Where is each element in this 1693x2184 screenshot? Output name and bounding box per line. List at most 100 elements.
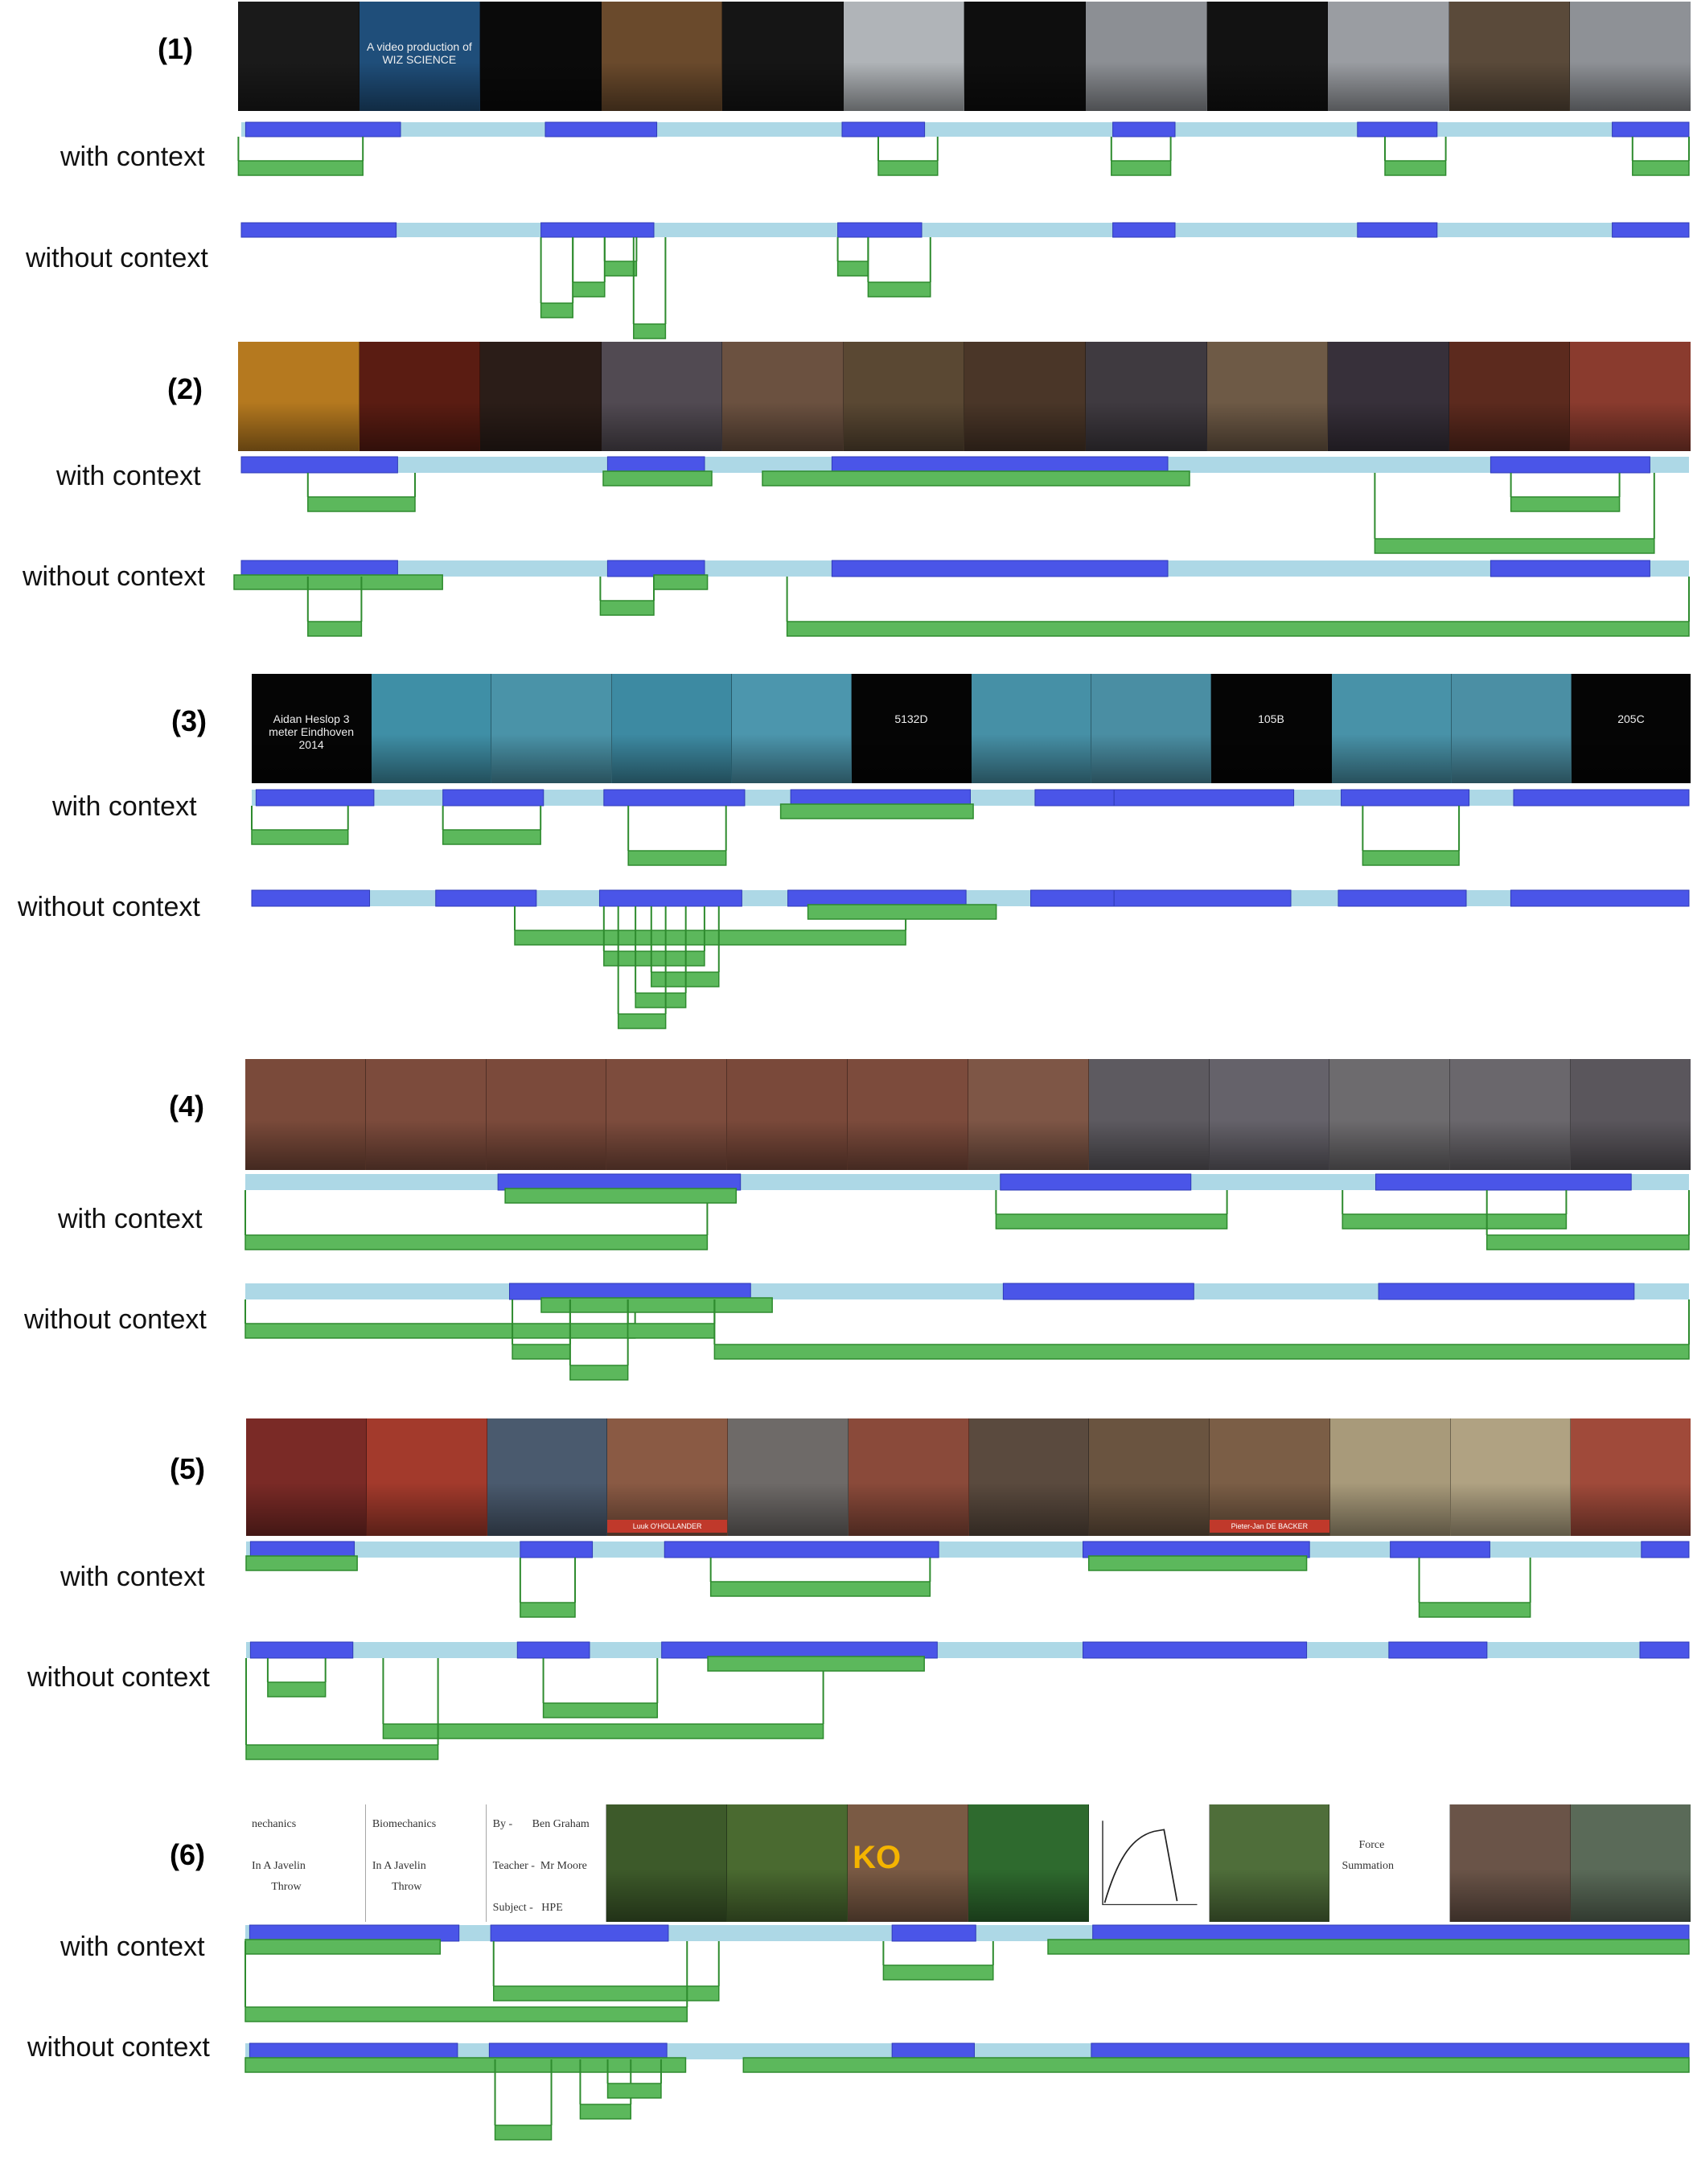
segment-bar xyxy=(1390,1541,1490,1558)
bracket-bar xyxy=(1418,1602,1531,1618)
bracket-bar xyxy=(1510,496,1621,512)
video-frame xyxy=(1570,342,1691,451)
frame-shade xyxy=(480,401,601,451)
frame-caption: Luuk O'HOLLANDER xyxy=(607,1520,727,1533)
predicted-bracket xyxy=(244,1941,688,2022)
bracket-legs xyxy=(1510,473,1621,497)
bracket-legs xyxy=(492,1941,720,1986)
bracket-bar xyxy=(713,1344,1690,1360)
video-frame xyxy=(1570,2,1691,111)
without-context-label: without context xyxy=(26,243,208,273)
segment-bar xyxy=(1490,456,1650,474)
predicted-bracket xyxy=(742,2057,1690,2073)
thumbnail-strip xyxy=(245,1059,1691,1170)
without-context-label: without context xyxy=(24,1304,207,1335)
predicted-bracket xyxy=(494,2059,553,2141)
video-frame: Biomechanics In A Javelin Throw xyxy=(365,1804,487,1922)
video-frame xyxy=(1450,1418,1572,1536)
video-frame xyxy=(1571,1059,1691,1170)
bracket-bar xyxy=(492,1985,720,2001)
bracket-bar xyxy=(742,2057,1690,2073)
video-frame xyxy=(1571,1804,1691,1922)
bracket-legs xyxy=(1418,1558,1531,1603)
video-frame: nechanics In A Javelin Throw xyxy=(245,1804,366,1922)
segment-bar xyxy=(1091,2042,1690,2060)
video-frame xyxy=(238,2,360,111)
bracket-bar xyxy=(267,1681,327,1698)
predicted-bracket xyxy=(1342,1190,1568,1230)
bracket-legs xyxy=(882,1941,994,1965)
bracket-bar xyxy=(514,930,906,946)
video-frame xyxy=(843,342,965,451)
predicted-bracket xyxy=(306,577,363,637)
video-frame xyxy=(1328,342,1449,451)
video-frame xyxy=(366,1418,487,1536)
frame-shade xyxy=(722,401,843,451)
video-frame: Luuk O'HOLLANDER xyxy=(607,1418,728,1536)
bracket-legs xyxy=(632,237,667,324)
segment-bar xyxy=(1510,889,1690,907)
video-frame xyxy=(1331,674,1452,783)
bracket-bar xyxy=(599,600,655,616)
frame-shade xyxy=(245,1119,365,1170)
video-frame xyxy=(972,674,1092,783)
video-frame xyxy=(1089,1418,1210,1536)
frame-shade xyxy=(968,1483,1089,1536)
bracket-legs xyxy=(995,1190,1228,1214)
without-context-label: without context xyxy=(27,1662,210,1693)
frame-shade xyxy=(1206,401,1328,451)
bracket-bar xyxy=(1087,1555,1308,1571)
predicted-bracket xyxy=(251,806,349,845)
frame-shade xyxy=(1450,1869,1571,1922)
bracket-legs xyxy=(603,237,638,261)
video-frame xyxy=(1086,2,1207,111)
segment-bar xyxy=(488,2042,668,2060)
bracket-bar xyxy=(882,1964,994,1981)
bracket-legs xyxy=(617,906,667,1014)
bracket-legs xyxy=(306,577,363,622)
frame-shade xyxy=(727,1119,848,1170)
frame-shade xyxy=(964,61,1086,111)
video-frame xyxy=(727,1804,849,1922)
frame-shade xyxy=(359,61,480,111)
bracket-bar xyxy=(569,1365,629,1381)
segment-bar xyxy=(841,121,926,138)
frame-shade xyxy=(1449,401,1570,451)
frame-shade xyxy=(1570,61,1691,111)
bracket-bar xyxy=(579,2104,632,2120)
predicted-bracket xyxy=(653,574,709,590)
frame-shade xyxy=(848,1483,968,1536)
frame-caption: A video production of WIZ SCIENCE xyxy=(366,39,472,66)
panel-label: (3) xyxy=(171,704,207,737)
segment-bar xyxy=(1490,560,1650,577)
video-frame xyxy=(1088,1059,1210,1170)
frame-shade xyxy=(246,1483,366,1536)
predicted-bracket xyxy=(244,2057,687,2073)
frame-shade xyxy=(722,61,843,111)
bracket-legs xyxy=(713,1299,1690,1344)
predicted-bracket xyxy=(306,473,416,512)
segment-bar xyxy=(1357,121,1438,138)
predicted-bracket xyxy=(1087,1555,1308,1571)
predicted-bracket xyxy=(382,1658,824,1739)
predicted-bracket xyxy=(709,1558,931,1597)
frame-shade xyxy=(365,1119,486,1170)
bracket-bar xyxy=(1632,160,1690,176)
bracket-bar xyxy=(237,160,364,176)
predicted-bracket xyxy=(492,1941,720,2001)
segment-bar xyxy=(442,789,544,807)
bracket-legs xyxy=(1374,473,1655,539)
frame-shade xyxy=(843,61,964,111)
bracket-bar xyxy=(245,1555,358,1571)
bracket-legs xyxy=(627,806,727,851)
video-frame: Pieter-Jan DE BACKER xyxy=(1210,1418,1330,1536)
frame-shade xyxy=(848,1119,968,1170)
frame-shade xyxy=(1450,1483,1571,1536)
timeline-track xyxy=(246,1542,1689,1558)
bracket-legs xyxy=(266,1658,327,1682)
bracket-legs xyxy=(306,473,416,497)
